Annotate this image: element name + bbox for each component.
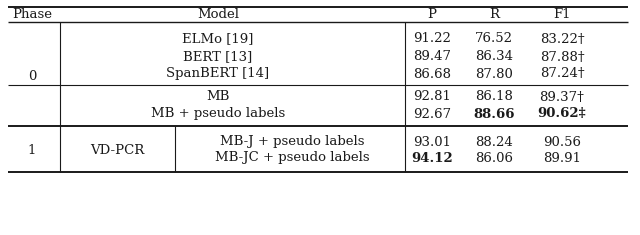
Text: 86.34: 86.34 (475, 51, 513, 63)
Text: R: R (489, 8, 499, 21)
Text: 86.68: 86.68 (413, 67, 451, 81)
Text: 89.37†: 89.37† (540, 90, 584, 103)
Text: 88.24: 88.24 (475, 136, 513, 149)
Text: 92.81: 92.81 (413, 90, 451, 103)
Text: Phase: Phase (12, 8, 52, 21)
Text: 87.80: 87.80 (475, 67, 513, 81)
Text: 86.06: 86.06 (475, 152, 513, 164)
Text: 91.22: 91.22 (413, 32, 451, 46)
Text: 90.62‡: 90.62‡ (538, 107, 586, 121)
Text: Model: Model (197, 8, 239, 21)
Text: 87.24†: 87.24† (540, 67, 584, 81)
Text: 1: 1 (28, 144, 36, 157)
Text: MB: MB (206, 90, 230, 103)
Text: 94.12: 94.12 (411, 152, 453, 164)
Text: P: P (428, 8, 436, 21)
Text: 88.66: 88.66 (473, 107, 515, 121)
Text: F1: F1 (553, 8, 571, 21)
Text: 86.18: 86.18 (475, 90, 513, 103)
Text: BERT [13]: BERT [13] (184, 51, 253, 63)
Text: MB-J + pseudo labels: MB-J + pseudo labels (220, 136, 364, 149)
Text: 90.56: 90.56 (543, 136, 581, 149)
Text: 87.88†: 87.88† (540, 51, 584, 63)
Text: VD-PCR: VD-PCR (90, 144, 145, 157)
Text: 92.67: 92.67 (413, 107, 451, 121)
Text: 0: 0 (28, 70, 36, 82)
Text: 89.47: 89.47 (413, 51, 451, 63)
Text: SpanBERT [14]: SpanBERT [14] (166, 67, 269, 81)
Text: ELMo [19]: ELMo [19] (182, 32, 253, 46)
Text: 83.22†: 83.22† (540, 32, 584, 46)
Text: 76.52: 76.52 (475, 32, 513, 46)
Text: 93.01: 93.01 (413, 136, 451, 149)
Text: MB-JC + pseudo labels: MB-JC + pseudo labels (214, 152, 369, 164)
Text: MB + pseudo labels: MB + pseudo labels (151, 107, 285, 121)
Text: 89.91: 89.91 (543, 152, 581, 164)
